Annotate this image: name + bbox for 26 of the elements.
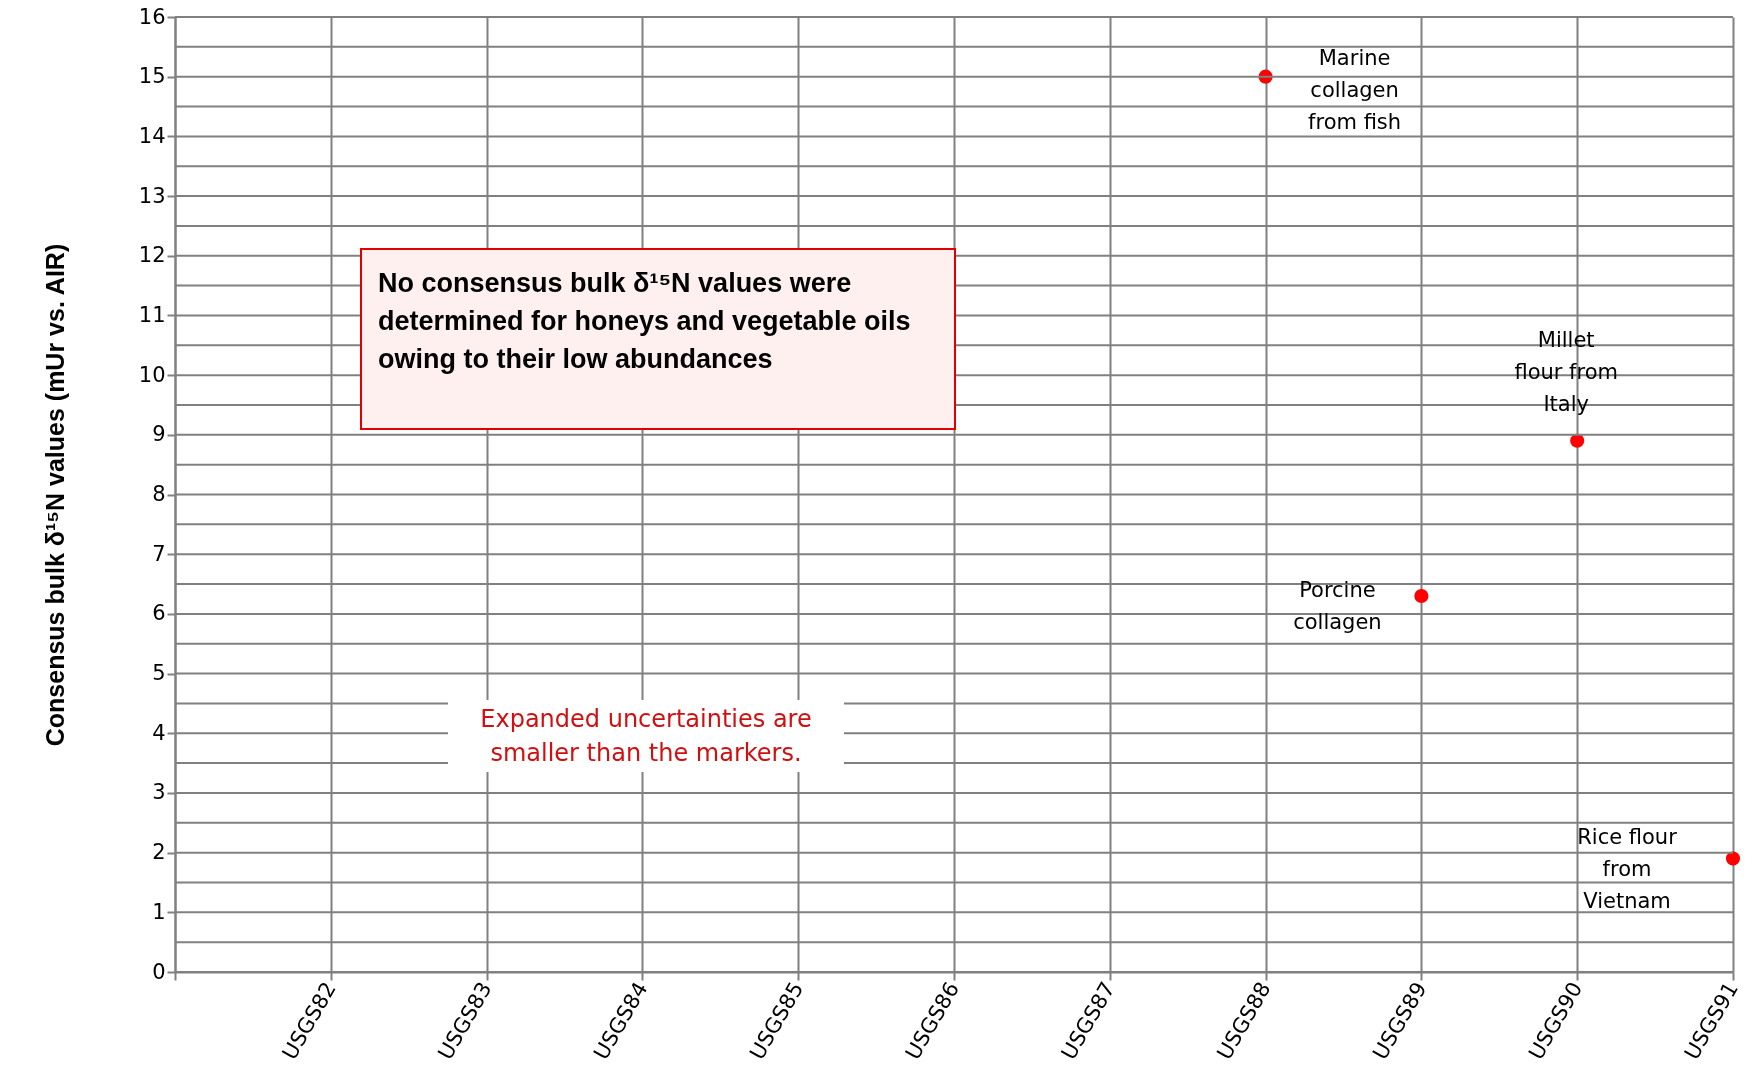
annotation: Marine collagen from fish [1308, 45, 1402, 134]
y-tick-label: 3 [152, 780, 166, 805]
y-tick-label: 7 [152, 541, 166, 566]
y-tick-label: 6 [152, 601, 166, 626]
y-tick-label: 8 [152, 482, 166, 506]
y-axis-title: Consensus bulk δ¹⁵N values (mUr vs. AIR) [40, 243, 69, 747]
y-tick-label: 4 [152, 720, 166, 745]
annotation: Rice flour from Vietnam [1577, 824, 1678, 913]
y-tick-label: 0 [152, 959, 166, 984]
text-box: Expanded uncertainties are smaller than the markers. [448, 700, 844, 772]
text-box: No consensus bulk δ¹⁵N values were determined for honeys and vegetable oils owing to their low abundances [360, 248, 956, 430]
annotation: Millet flour from Italy [1514, 327, 1618, 416]
y-tick-label: 14 [138, 123, 166, 148]
y-tick-label: 1 [152, 899, 166, 924]
y-tick-label: 13 [138, 183, 166, 208]
y-tick-label: 12 [138, 243, 166, 268]
point [1414, 588, 1429, 604]
y-tick-label: 16 [138, 4, 166, 29]
y-tick-label: 11 [138, 302, 166, 327]
y-tick-label: 15 [138, 64, 166, 89]
y-tick-label: 5 [152, 661, 166, 686]
y-tick-label: 2 [152, 840, 166, 865]
y-tick-label: 9 [152, 422, 166, 447]
point [1725, 851, 1741, 866]
annotation: Porcine collagen [1293, 577, 1382, 634]
y-tick-label: 10 [138, 362, 166, 387]
